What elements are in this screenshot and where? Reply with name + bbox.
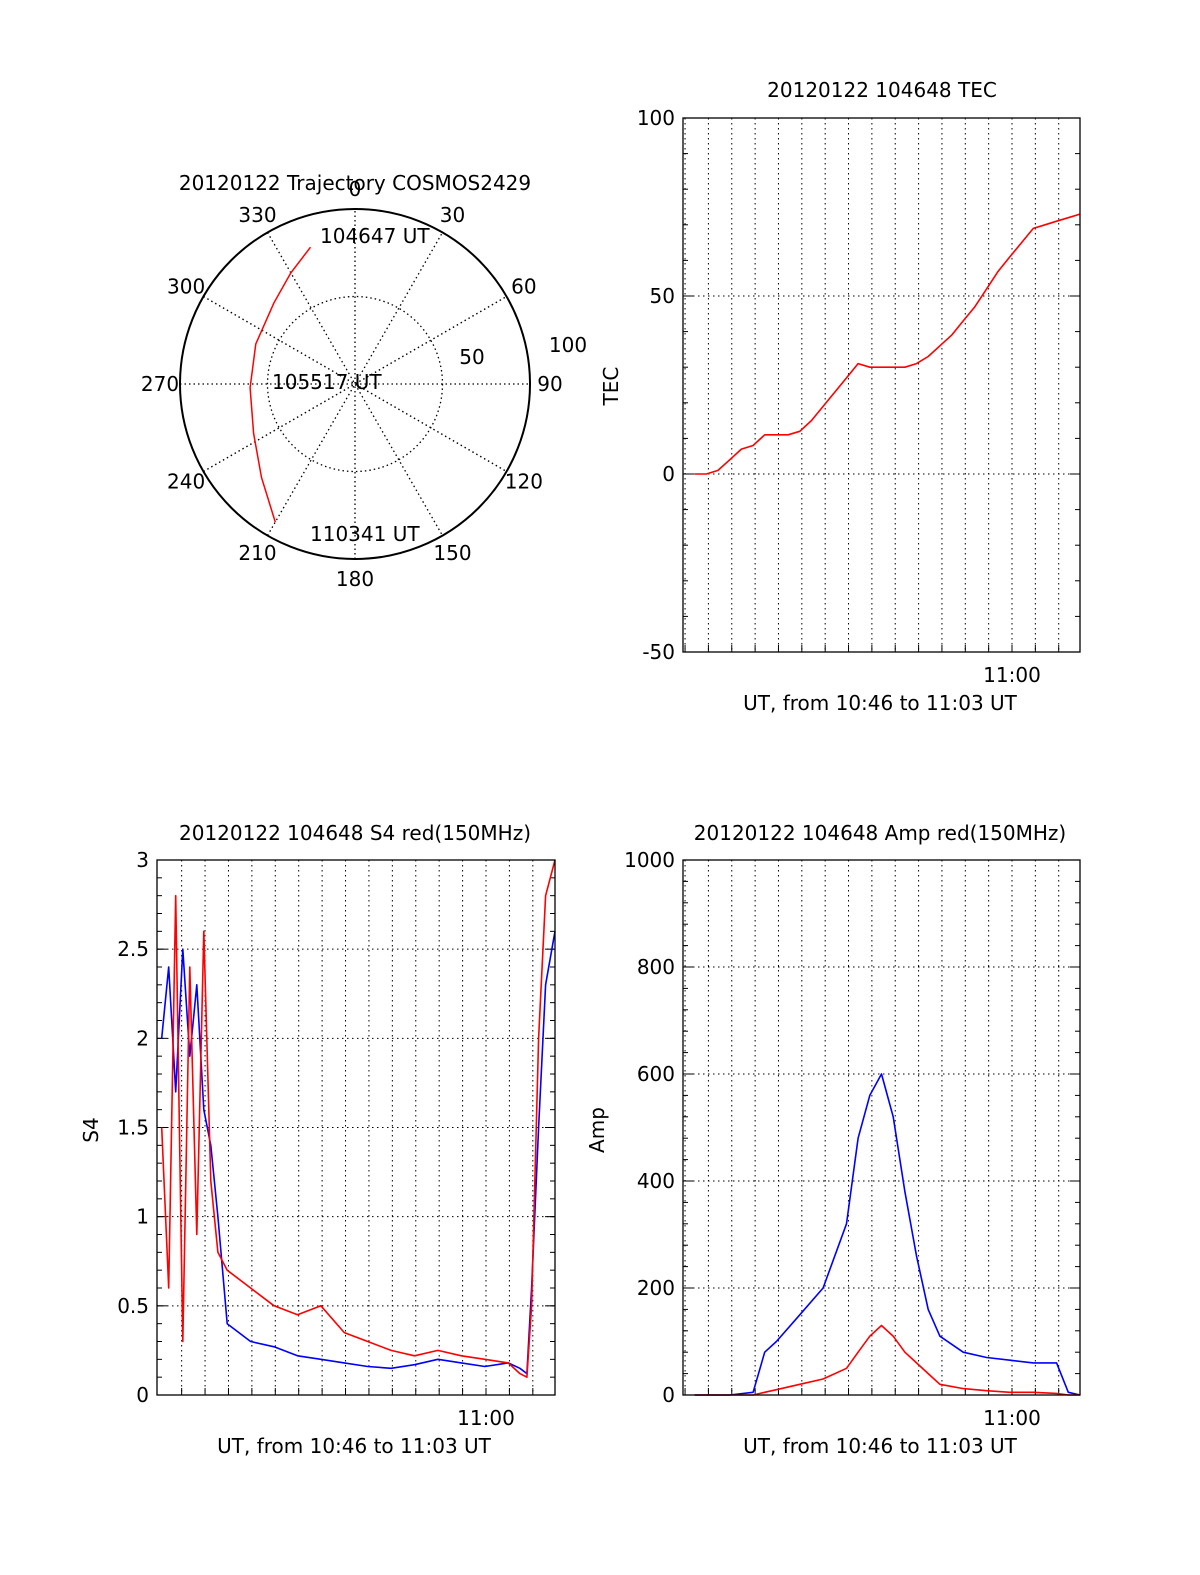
- amp-ytick-label: 600: [637, 1062, 675, 1086]
- tec-xlabel: UT, from 10:46 to 11:03 UT: [743, 691, 1018, 715]
- tec-xtick-1100: 11:00: [983, 663, 1041, 687]
- s4-ytick-label: 2.5: [117, 937, 149, 961]
- s4-ytick-label: 3: [136, 848, 149, 872]
- amp-ytick-label: 1000: [624, 848, 675, 872]
- s4-ylabel: S4: [79, 1117, 103, 1142]
- s4-panel: 20120122 104648 S4 red(150MHz) S4 11:00 …: [79, 821, 556, 1458]
- polar-angle-label: 300: [167, 275, 205, 299]
- polar-grid: [179, 208, 531, 560]
- polar-series-line-0: [249, 246, 312, 523]
- polar-angle-label: 150: [433, 541, 471, 565]
- polar-annotation-end: 110341 UT: [310, 522, 420, 546]
- tec-ytick-label: -50: [642, 640, 675, 664]
- polar-radius-label-100: 100: [549, 333, 587, 357]
- s4-ytick-label: 0.5: [117, 1294, 149, 1318]
- tec-ylabel: TEC: [599, 367, 623, 407]
- s4-ytick-label: 1.5: [117, 1116, 149, 1140]
- polar-angle-label: 90: [537, 372, 562, 396]
- polar-trajectory-line: [249, 246, 312, 523]
- polar-angle-label: 180: [336, 567, 374, 591]
- amp-series-line-0: [694, 1073, 1081, 1396]
- polar-angle-label: 240: [167, 470, 205, 494]
- s4-ytick-label: 2: [136, 1026, 149, 1050]
- polar-annotation-mid: 105517 UT: [272, 370, 382, 394]
- s4-title: 20120122 104648 S4 red(150MHz): [179, 821, 531, 845]
- tec-title: 20120122 104648 TEC: [767, 78, 997, 102]
- polar-trajectory-panel: 20120122 Trajectory COSMOS2429 0 30 60 90 12…: [141, 171, 587, 591]
- tec-series-line-0: [694, 213, 1081, 475]
- amp-title: 20120122 104648 Amp red(150MHz): [694, 821, 1066, 845]
- polar-annotation-start: 104647 UT: [320, 224, 430, 248]
- tec-panel: 20120122 104648 TEC TEC 11:00 UT, from 1…: [599, 78, 1081, 715]
- polar-radius-label-50: 50: [459, 345, 484, 369]
- amp-ytick-label: 200: [637, 1276, 675, 1300]
- polar-angle-labels: 0 30 60 90 120 150 180 210 240 270 300 330: [141, 177, 563, 591]
- s4-series-line-0: [160, 931, 556, 1375]
- polar-angle-label: 270: [141, 372, 179, 396]
- tec-ytick-label: 50: [650, 284, 675, 308]
- polar-angle-label: 0: [349, 177, 362, 201]
- amp-series-line-1: [694, 1324, 1080, 1396]
- polar-title: 20120122 Trajectory COSMOS2429: [179, 171, 531, 195]
- s4-series-line-1: [160, 859, 556, 1378]
- amp-ytick-label: 400: [637, 1169, 675, 1193]
- amp-xtick-1100: 11:00: [983, 1406, 1041, 1430]
- tec-ytick-label: 100: [637, 106, 675, 130]
- polar-angle-label: 120: [505, 470, 543, 494]
- amp-xlabel: UT, from 10:46 to 11:03 UT: [743, 1434, 1018, 1458]
- polar-angle-label: 210: [238, 541, 276, 565]
- tec-ytick-label: 0: [662, 462, 675, 486]
- s4-ytick-label: 1: [136, 1205, 149, 1229]
- tec-plot-frame: [682, 117, 1081, 653]
- polar-angle-label: 30: [440, 203, 465, 227]
- amp-ytick-label: 800: [637, 955, 675, 979]
- amp-ytick-label: 0: [662, 1383, 675, 1407]
- s4-ytick-label: 0: [136, 1383, 149, 1407]
- s4-xtick-1100: 11:00: [457, 1406, 515, 1430]
- amp-panel: 20120122 104648 Amp red(150MHz) Amp 11:0…: [585, 821, 1081, 1458]
- amp-plot-frame: [682, 859, 1081, 1396]
- polar-angle-label: 330: [238, 203, 276, 227]
- amp-ylabel: Amp: [585, 1107, 609, 1153]
- s4-plot-frame: [156, 859, 556, 1396]
- polar-angle-label: 60: [511, 275, 536, 299]
- s4-xlabel: UT, from 10:46 to 11:03 UT: [217, 1434, 492, 1458]
